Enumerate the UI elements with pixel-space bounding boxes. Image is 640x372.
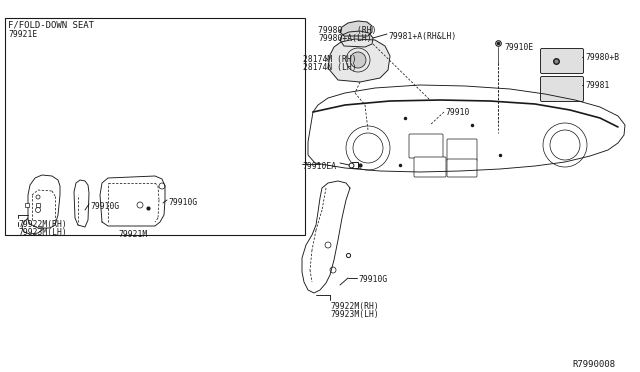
Text: 79921M: 79921M bbox=[118, 230, 147, 239]
Polygon shape bbox=[340, 31, 373, 47]
Text: 79910G: 79910G bbox=[358, 275, 387, 284]
Text: 79922M(RH): 79922M(RH) bbox=[330, 302, 379, 311]
Text: 28174M (RH): 28174M (RH) bbox=[303, 55, 356, 64]
Text: 79981: 79981 bbox=[585, 81, 609, 90]
Polygon shape bbox=[340, 21, 372, 36]
Text: 79910: 79910 bbox=[445, 108, 469, 117]
FancyBboxPatch shape bbox=[447, 159, 477, 177]
FancyBboxPatch shape bbox=[409, 134, 443, 158]
Text: 79921E: 79921E bbox=[8, 30, 37, 39]
Text: 79923M(LH): 79923M(LH) bbox=[18, 228, 67, 237]
Bar bbox=[5, 18, 305, 235]
Text: 79910G: 79910G bbox=[90, 202, 119, 211]
Text: 79980+A(LH): 79980+A(LH) bbox=[318, 34, 372, 43]
Circle shape bbox=[350, 52, 366, 68]
Text: 79910EA: 79910EA bbox=[302, 162, 336, 171]
Text: 79923M(LH): 79923M(LH) bbox=[330, 310, 379, 319]
Text: R7990008: R7990008 bbox=[572, 360, 615, 369]
FancyBboxPatch shape bbox=[541, 48, 584, 74]
FancyBboxPatch shape bbox=[414, 157, 446, 177]
Text: 79910G: 79910G bbox=[168, 198, 197, 207]
Text: 79980+B: 79980+B bbox=[585, 53, 619, 62]
Text: 79922M(RH): 79922M(RH) bbox=[18, 220, 67, 229]
Text: F/FOLD-DOWN SEAT: F/FOLD-DOWN SEAT bbox=[8, 20, 94, 29]
Text: 79980   (RH): 79980 (RH) bbox=[318, 26, 376, 35]
Text: 79910E: 79910E bbox=[504, 43, 533, 52]
Text: 28174N (LH): 28174N (LH) bbox=[303, 63, 356, 72]
Text: 79981+A(RH&LH): 79981+A(RH&LH) bbox=[388, 32, 456, 41]
FancyBboxPatch shape bbox=[541, 77, 584, 102]
FancyBboxPatch shape bbox=[447, 139, 477, 161]
Polygon shape bbox=[328, 39, 390, 82]
